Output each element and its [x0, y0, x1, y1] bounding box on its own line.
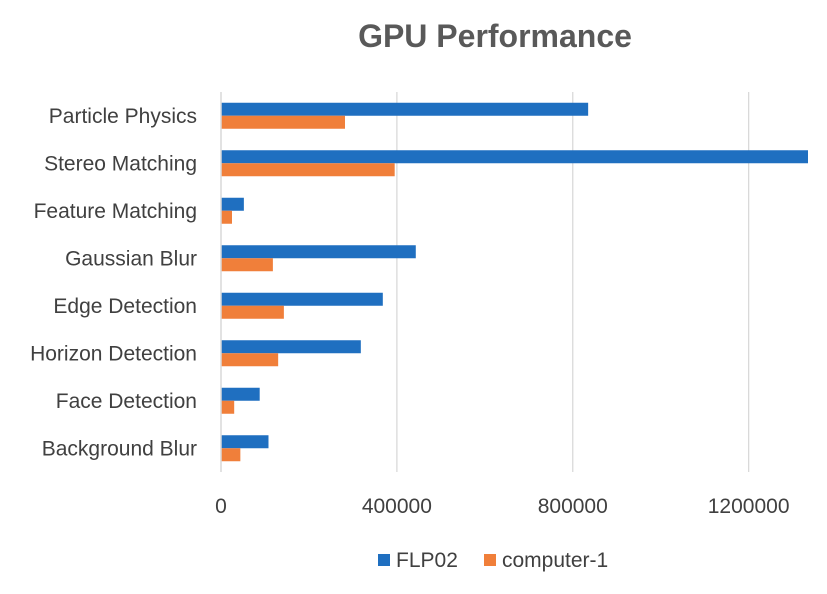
bar-flp02: [221, 292, 383, 306]
bar-computer-1: [221, 353, 279, 367]
gridlines: [396, 92, 750, 472]
bar-flp02: [221, 435, 269, 449]
category-label: Background Blur: [42, 437, 197, 460]
bar-flp02: [221, 197, 244, 211]
category-label: Stereo Matching: [44, 152, 197, 175]
legend-swatch: [378, 554, 390, 566]
x-tick-label: 1200000: [708, 495, 790, 518]
bar-computer-1: [221, 163, 395, 177]
bar-computer-1: [221, 448, 241, 462]
bar-flp02: [221, 387, 260, 401]
category-label: Gaussian Blur: [65, 247, 197, 270]
category-label: Feature Matching: [34, 200, 197, 223]
bar-computer-1: [221, 305, 284, 319]
category-label: Edge Detection: [53, 295, 197, 318]
bar-flp02: [221, 102, 589, 116]
x-tick-label: 800000: [538, 495, 608, 518]
bar-flp02: [221, 150, 808, 164]
x-tick-label: 400000: [362, 495, 432, 518]
category-label: Face Detection: [56, 390, 197, 413]
category-label: Particle Physics: [49, 105, 197, 128]
bar-flp02: [221, 245, 416, 259]
bar-computer-1: [221, 115, 345, 129]
legend-label: computer-1: [502, 549, 608, 572]
category-label: Horizon Detection: [30, 342, 197, 365]
bar-flp02: [221, 340, 361, 354]
legend-label: FLP02: [396, 549, 458, 572]
legend-swatch: [484, 554, 496, 566]
bar-computer-1: [221, 210, 232, 224]
x-tick-label: 0: [215, 495, 227, 518]
bars: [221, 102, 808, 462]
axes: 0 400000 800000 1200000 Particle Physics Ster…: [30, 92, 790, 518]
bar-computer-1: [221, 400, 235, 414]
bar-computer-1: [221, 258, 273, 272]
chart-title: GPU Performance: [358, 18, 632, 54]
legend: FLP02 computer-1: [378, 549, 608, 572]
